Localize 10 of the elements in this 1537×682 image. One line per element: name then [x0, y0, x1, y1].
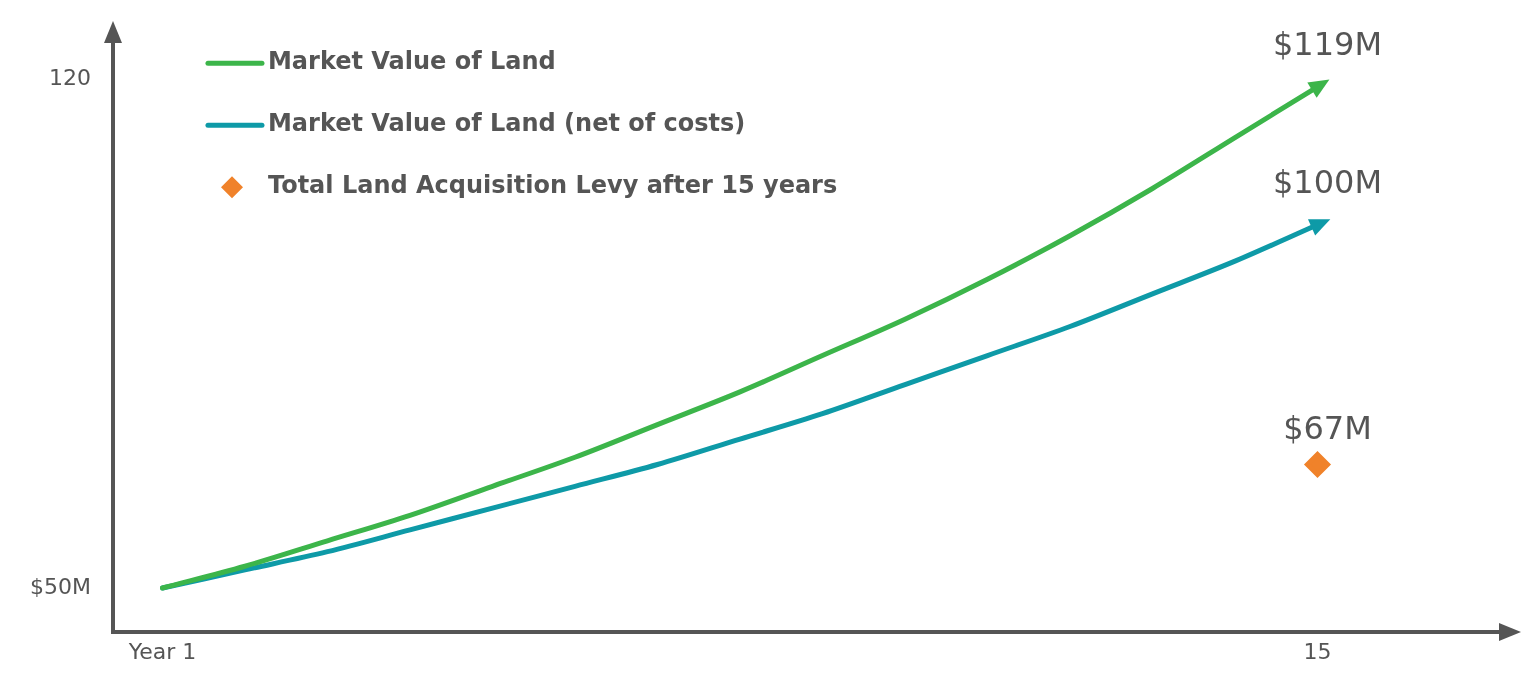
legend-label: Market Value of Land (net of costs) [267, 109, 746, 138]
x-tick-label: 15 [1303, 638, 1332, 664]
y-tick-label: $50M [29, 573, 91, 599]
data-label: $119M [1272, 25, 1383, 64]
data-label: $67M [1283, 408, 1372, 447]
y-tick-label: 120 [48, 65, 91, 91]
data-label: $100M [1272, 163, 1383, 202]
legend-label: Market Value of Land [267, 47, 556, 76]
x-tick-label: Year 1 [127, 638, 197, 664]
legend-label: Total Land Acquisition Levy after 15 years [267, 171, 838, 200]
